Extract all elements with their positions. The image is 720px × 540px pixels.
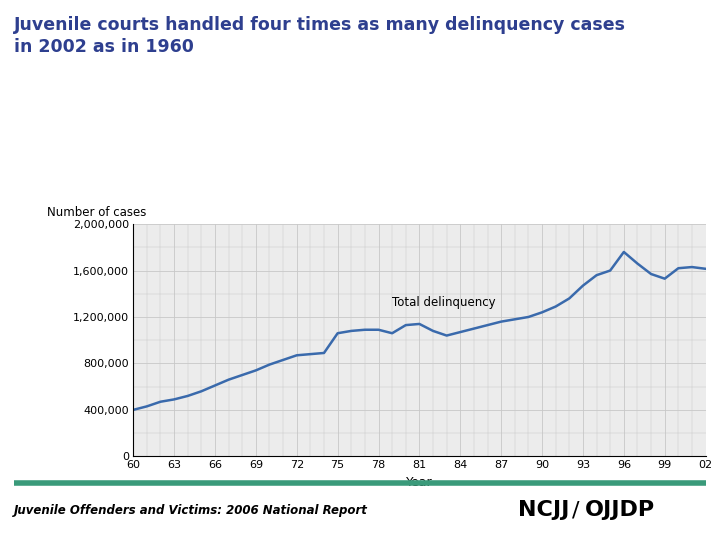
Text: NCJJ: NCJJ (518, 500, 570, 521)
Text: OJJDP: OJJDP (585, 500, 655, 521)
Text: Total delinquency: Total delinquency (392, 296, 496, 309)
X-axis label: Year: Year (406, 476, 433, 489)
Text: Juvenile Offenders and Victims: 2006 National Report: Juvenile Offenders and Victims: 2006 Nat… (14, 504, 368, 517)
Text: /: / (572, 500, 580, 521)
Text: Juvenile courts handled four times as many delinquency cases
in 2002 as in 1960: Juvenile courts handled four times as ma… (14, 16, 626, 56)
Text: Number of cases: Number of cases (47, 206, 146, 219)
